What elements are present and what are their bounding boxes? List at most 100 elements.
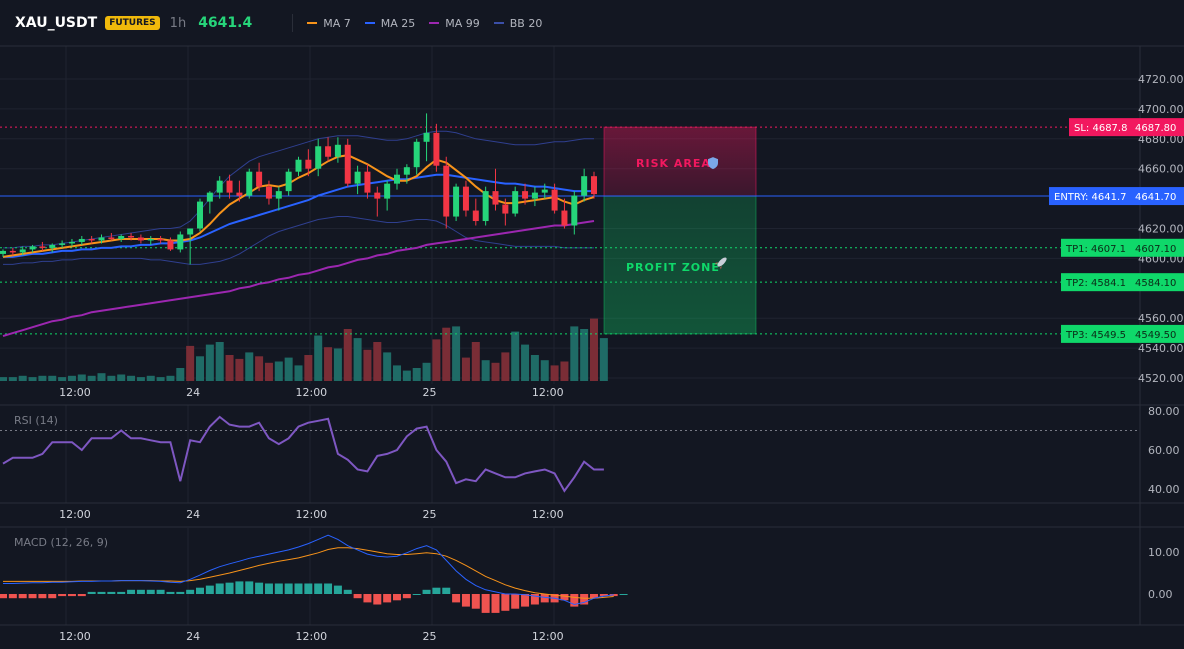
candle-body[interactable] xyxy=(88,238,95,241)
candle-body[interactable] xyxy=(512,191,519,214)
candle-body[interactable] xyxy=(137,237,144,241)
candle-body[interactable] xyxy=(246,171,253,196)
candle-body[interactable] xyxy=(9,250,16,253)
timeframe-label[interactable]: 1h xyxy=(169,15,187,31)
volume-bar xyxy=(38,375,47,381)
rsi-tick-label: 40.00 xyxy=(1148,483,1180,496)
candle-body[interactable] xyxy=(275,191,282,199)
legend-item-ma7[interactable]: MA 7 xyxy=(307,17,351,30)
rocket-body xyxy=(717,257,727,267)
volume-bar xyxy=(590,318,598,381)
macd-hist-bar xyxy=(461,594,470,607)
macd-hist-bar xyxy=(353,594,362,599)
candle-body[interactable] xyxy=(522,191,529,199)
candle-body[interactable] xyxy=(591,176,597,195)
candle-body[interactable] xyxy=(98,237,105,241)
time-tick-label: 25 xyxy=(423,630,437,643)
macd-hist-bar xyxy=(136,589,145,594)
volume-bar xyxy=(560,361,569,381)
risk-zone-label: RISK AREA xyxy=(636,157,711,170)
candle-body[interactable] xyxy=(462,186,469,211)
candle-body[interactable] xyxy=(49,244,56,248)
symbol-name[interactable]: XAU_USDT xyxy=(15,15,98,31)
legend-item-ma25[interactable]: MA 25 xyxy=(364,17,415,30)
candle-body[interactable] xyxy=(334,144,341,157)
candle-body[interactable] xyxy=(285,171,292,192)
candle-body[interactable] xyxy=(0,250,6,254)
candle-body[interactable] xyxy=(453,186,460,217)
candle-body[interactable] xyxy=(78,238,85,242)
candle-body[interactable] xyxy=(295,159,302,172)
candle-body[interactable] xyxy=(443,165,450,217)
candle-body[interactable] xyxy=(108,237,115,239)
time-tick-label: 24 xyxy=(186,386,200,399)
volume-bar xyxy=(294,365,303,381)
candle-body[interactable] xyxy=(68,241,75,244)
tp1-badge-label: TP1: 4607.1 xyxy=(1065,244,1126,255)
legend-item-ma99[interactable]: MA 99 xyxy=(429,17,480,30)
candle-body[interactable] xyxy=(128,235,135,238)
candle-body[interactable] xyxy=(226,180,233,193)
volume-bar xyxy=(452,326,461,381)
volume-bar xyxy=(383,352,392,381)
candle-body[interactable] xyxy=(423,132,430,142)
time-tick-label: 25 xyxy=(423,386,437,399)
candle-body[interactable] xyxy=(265,186,272,199)
macd-hist-bar xyxy=(511,594,520,609)
volume-bar xyxy=(363,349,372,381)
macd-hist-bar xyxy=(18,594,27,599)
candle-body[interactable] xyxy=(541,189,548,193)
candle-body[interactable] xyxy=(492,191,499,205)
candle-body[interactable] xyxy=(59,243,66,245)
candle-body[interactable] xyxy=(482,191,489,222)
candle-body[interactable] xyxy=(325,146,332,157)
macd-hist-bar xyxy=(264,583,273,594)
candle-body[interactable] xyxy=(531,192,538,199)
candle-body[interactable] xyxy=(157,238,164,241)
candle-body[interactable] xyxy=(384,183,391,199)
candle-body[interactable] xyxy=(394,174,400,184)
candle-body[interactable] xyxy=(256,171,263,187)
macd-hist-bar xyxy=(540,594,549,603)
candle-body[interactable] xyxy=(29,246,36,250)
candle-body[interactable] xyxy=(197,201,203,229)
candle-body[interactable] xyxy=(39,246,46,248)
candle-body[interactable] xyxy=(551,189,558,211)
entry-badge-bg xyxy=(1049,187,1131,206)
chart-header: XAU_USDT FUTURES 1h 4641.4 MA 7 MA 25 MA… xyxy=(0,0,1184,46)
candle-body[interactable] xyxy=(177,234,184,250)
candle-body[interactable] xyxy=(206,192,213,202)
candle-body[interactable] xyxy=(216,180,223,193)
volume-bar xyxy=(205,344,214,381)
candle-body[interactable] xyxy=(187,228,194,235)
candles xyxy=(0,113,597,265)
candle-body[interactable] xyxy=(344,144,351,184)
candle-body[interactable] xyxy=(305,159,312,169)
candle-body[interactable] xyxy=(315,146,322,169)
candle-body[interactable] xyxy=(413,141,420,168)
candle-body[interactable] xyxy=(581,176,588,196)
rocket-fin xyxy=(714,262,722,270)
candle-body[interactable] xyxy=(472,210,479,222)
volume-bar xyxy=(422,362,431,381)
candle-body[interactable] xyxy=(561,210,568,226)
candle-body[interactable] xyxy=(502,204,509,214)
candle-body[interactable] xyxy=(364,171,371,193)
time-tick-label: 12:00 xyxy=(59,508,91,521)
candle-body[interactable] xyxy=(374,192,381,199)
macd-hist-bar xyxy=(412,594,421,595)
candle-body[interactable] xyxy=(403,167,410,175)
macd-hist-bar xyxy=(87,591,96,594)
volume-bar xyxy=(255,356,264,381)
candle-body[interactable] xyxy=(354,171,361,184)
candle-body[interactable] xyxy=(118,235,125,239)
candle-body[interactable] xyxy=(147,238,154,241)
volume-bar xyxy=(235,358,244,381)
legend-item-bb20[interactable]: BB 20 xyxy=(493,17,542,30)
candle-body[interactable] xyxy=(433,132,440,166)
candle-body[interactable] xyxy=(236,192,243,196)
candle-body[interactable] xyxy=(571,195,578,226)
candle-body[interactable] xyxy=(167,240,174,250)
candle-body[interactable] xyxy=(19,249,26,253)
